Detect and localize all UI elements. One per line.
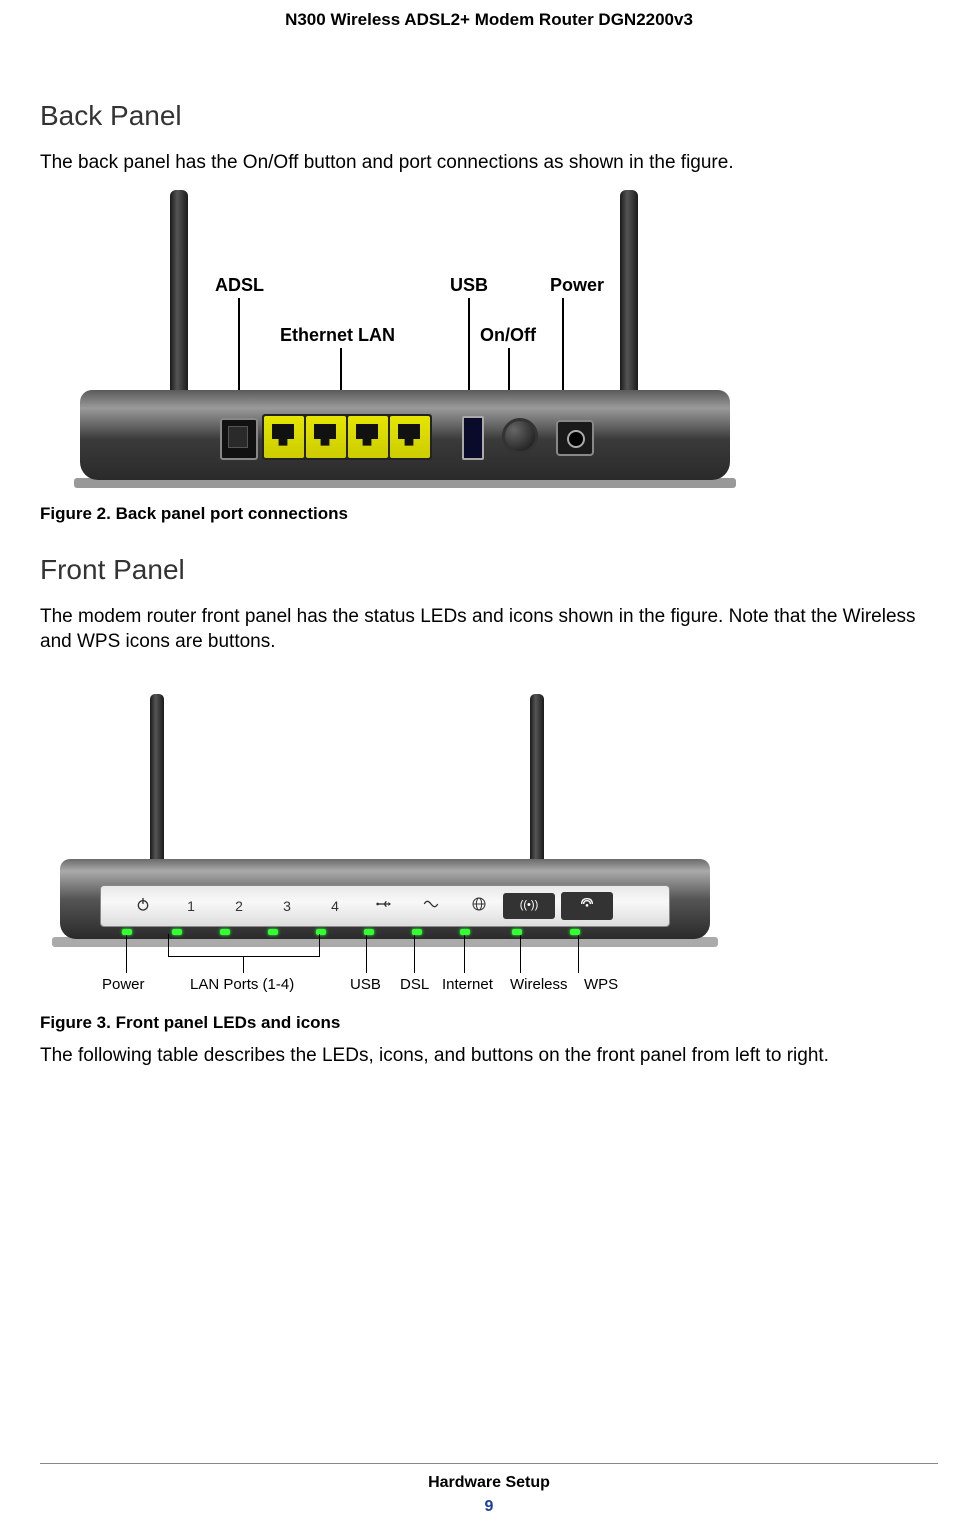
ethernet-port-4 <box>390 416 430 458</box>
front-callout-power: Power <box>102 976 145 993</box>
callout-adsl: ADSL <box>215 275 264 296</box>
panel-icon-dsl <box>407 896 455 915</box>
front-panel-heading: Front Panel <box>40 554 938 586</box>
front-callout-usb: USB <box>350 976 381 993</box>
panel-icon-3: 3 <box>263 898 311 914</box>
back-panel-intro: The back panel has the On/Off button and… <box>40 150 938 176</box>
back-panel-caption: Figure 2. Back panel port connections <box>40 504 938 524</box>
onoff-button <box>502 418 538 454</box>
adsl-port <box>220 418 258 460</box>
led-internet <box>460 929 470 935</box>
panel-icon-4: 4 <box>311 898 359 914</box>
front-panel-closing: The following table describes the LEDs, … <box>40 1043 938 1069</box>
front-panel-figure: 1 2 3 4 ((•)) <box>60 669 710 999</box>
front-panel-caption: Figure 3. Front panel LEDs and icons <box>40 1013 938 1033</box>
usb-port <box>462 416 484 460</box>
power-jack <box>556 420 594 456</box>
front-callout-wps: WPS <box>584 976 618 993</box>
port-strip <box>220 406 594 460</box>
front-panel-intro: The modem router front panel has the sta… <box>40 604 938 655</box>
front-callout-lan: LAN Ports (1-4) <box>190 976 294 993</box>
panel-icon-usb <box>359 896 407 915</box>
back-panel-heading: Back Panel <box>40 100 938 132</box>
panel-icon-wireless: ((•)) <box>503 893 555 919</box>
callout-usb: USB <box>450 275 488 296</box>
ethernet-port-1 <box>264 416 304 458</box>
panel-icon-internet <box>455 896 503 915</box>
front-callout-dsl: DSL <box>400 976 429 993</box>
panel-icon-2: 2 <box>215 898 263 914</box>
back-panel-figure: ADSL Ethernet LAN USB On/Off Power <box>80 190 730 490</box>
led-power <box>122 929 132 935</box>
ethernet-port-3 <box>348 416 388 458</box>
page-footer: Hardware Setup 9 <box>0 1463 978 1516</box>
panel-icon-1: 1 <box>167 898 215 914</box>
front-callout-wireless: Wireless <box>510 976 568 993</box>
panel-icon-wps <box>561 892 613 920</box>
led-panel: 1 2 3 4 ((•)) <box>100 885 670 927</box>
front-callout-internet: Internet <box>442 976 493 993</box>
callout-ethernet: Ethernet LAN <box>280 325 395 346</box>
router-back-body <box>80 390 730 480</box>
footer-page-number: 9 <box>0 1498 978 1516</box>
callout-power: Power <box>550 275 604 296</box>
ethernet-block <box>262 414 432 460</box>
footer-chapter: Hardware Setup <box>0 1474 978 1492</box>
panel-icon-power <box>119 896 167 915</box>
callout-onoff: On/Off <box>480 325 536 346</box>
ethernet-port-2 <box>306 416 346 458</box>
doc-header-title: N300 Wireless ADSL2+ Modem Router DGN220… <box>40 0 938 30</box>
page: N300 Wireless ADSL2+ Modem Router DGN220… <box>0 0 978 1536</box>
